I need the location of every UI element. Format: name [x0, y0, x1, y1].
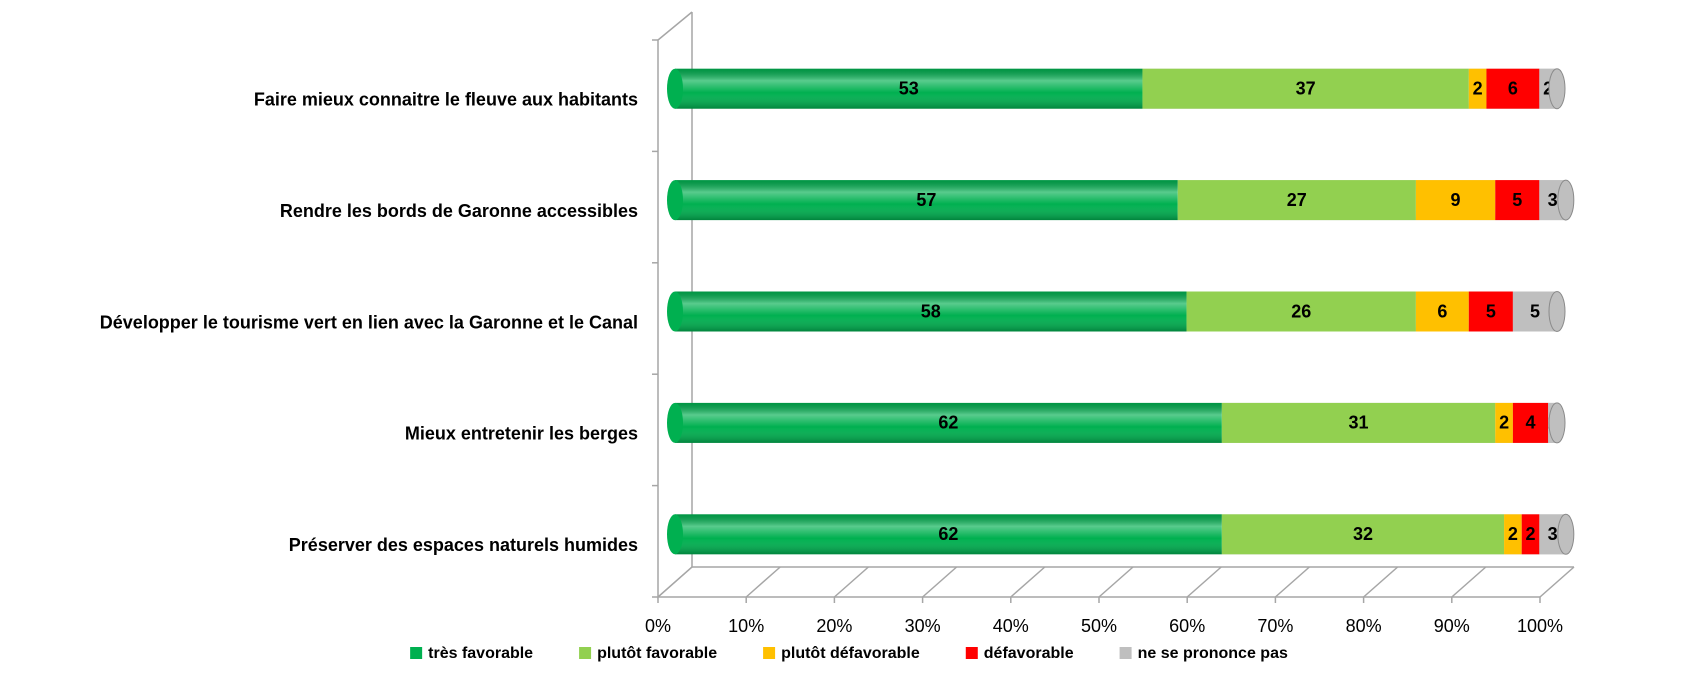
floor-grid-line [1010, 566, 1046, 598]
category-label: Mieux entretenir les berges [405, 424, 638, 444]
bar-segment [1177, 180, 1416, 221]
value-label: 2 [1526, 524, 1536, 544]
category-label: Préserver des espaces naturels humides [289, 535, 638, 555]
legend-label: très favorable [428, 645, 533, 662]
legend-swatch [965, 647, 978, 659]
bar-start-cap [667, 180, 683, 221]
value-label: 5 [1486, 301, 1496, 321]
bar-row: 62 32 2 2 3 [667, 513, 1575, 555]
x-tick-label: 30% [905, 616, 941, 636]
value-label: 2 [1473, 78, 1483, 98]
floor-grid-line [657, 566, 693, 598]
category-label: Développer le tourisme vert en lien avec… [100, 312, 638, 332]
bar-segment [1521, 514, 1540, 555]
value-label: 6 [1437, 301, 1447, 321]
x-tick-label: 100% [1517, 616, 1563, 636]
bar-cap [1548, 402, 1566, 444]
value-label: 62 [938, 524, 958, 544]
value-label: 37 [1296, 78, 1316, 98]
legend-item: défavorable [965, 645, 1074, 662]
value-label: 58 [921, 301, 941, 321]
value-label: 2 [1543, 78, 1553, 98]
x-tick-label: 90% [1434, 616, 1470, 636]
bar-row: 53 37 2 6 2 [667, 68, 1566, 110]
bar-segment [1415, 291, 1469, 332]
floor-grid-line [1363, 566, 1399, 598]
x-tick-label: 20% [816, 616, 852, 636]
bar-segment [1221, 514, 1505, 555]
bar-segment [1504, 514, 1522, 555]
x-tick-label: 80% [1346, 616, 1382, 636]
floor-grid-line [1274, 566, 1310, 598]
legend-label: ne se prononce pas [1138, 645, 1288, 662]
value-label: 2 [1508, 524, 1518, 544]
value-label: 6 [1508, 78, 1518, 98]
value-label: 62 [938, 413, 958, 433]
x-tick-label: 40% [993, 616, 1029, 636]
bar-segment [1468, 291, 1513, 332]
x-tick-label: 10% [728, 616, 764, 636]
category-label: Faire mieux connaitre le fleuve aux habi… [254, 89, 638, 109]
value-label: 5 [1512, 190, 1522, 210]
value-label: 31 [1349, 413, 1369, 433]
value-label: 32 [1353, 524, 1373, 544]
bar-segment [1495, 180, 1540, 221]
bar-start-cap [667, 402, 683, 443]
floor-grid-line [1098, 566, 1134, 598]
bar-row: 6231241 [667, 402, 1566, 444]
bar-segment [1495, 402, 1513, 443]
value-label: 53 [899, 78, 919, 98]
bar-cap [1557, 513, 1575, 555]
bar-segment [1186, 291, 1416, 332]
bar-start-cap [667, 514, 683, 555]
legend-item: plutôt favorable [579, 645, 717, 662]
floor-grid-line [1451, 566, 1487, 598]
legend: très favorable plutôt favorable plutôt déf… [410, 645, 1288, 662]
floor-grid-line [1539, 566, 1575, 598]
bar-segment [1142, 68, 1469, 109]
legend-label: plutôt défavorable [781, 645, 920, 662]
bar-segment [1468, 68, 1487, 109]
value-label: 3 [1548, 524, 1558, 544]
bar-start-cap [667, 291, 683, 332]
legend-label: défavorable [984, 645, 1074, 662]
bar-segment [1512, 402, 1549, 443]
bar-start-cap [667, 68, 683, 109]
value-label: 5 [1530, 301, 1540, 321]
legend-item: très favorable [410, 645, 533, 662]
x-tick-label: 50% [1081, 616, 1117, 636]
bar-cap [1557, 179, 1575, 221]
bar-cap [1548, 291, 1566, 332]
x-tick-label: 70% [1257, 616, 1293, 636]
bar-cap [1548, 68, 1566, 110]
legend-swatch [763, 647, 776, 659]
bar-segment [1221, 402, 1496, 443]
legend-item: plutôt défavorable [763, 645, 920, 662]
bar-segment [1415, 180, 1496, 221]
floor-grid-line [833, 566, 869, 598]
bar-segment [1486, 68, 1540, 109]
category-label: Rendre les bords de Garonne accessibles [280, 201, 638, 221]
legend-label: plutôt favorable [597, 645, 717, 662]
floor-grid-line [745, 566, 781, 598]
bar-row: 58 26 6 5 5 [667, 291, 1566, 332]
legend-swatch [1119, 647, 1132, 659]
value-label: 9 [1451, 190, 1461, 210]
value-label: 4 [1526, 413, 1536, 433]
floor-grid-line [922, 566, 958, 598]
value-label: 26 [1291, 301, 1311, 321]
value-label: 27 [1287, 190, 1307, 210]
legend-swatch [410, 647, 423, 659]
x-tick-label: 0% [645, 616, 671, 636]
bar-row: 57 27 9 5 3 [667, 179, 1575, 221]
value-label: 3 [1548, 190, 1558, 210]
value-label: 57 [916, 190, 936, 210]
value-label: 2 [1499, 413, 1509, 433]
x-tick-label: 60% [1169, 616, 1205, 636]
legend-item: ne se prononce pas [1119, 645, 1288, 662]
floor-grid-line [1186, 566, 1222, 598]
legend-swatch [579, 647, 592, 659]
